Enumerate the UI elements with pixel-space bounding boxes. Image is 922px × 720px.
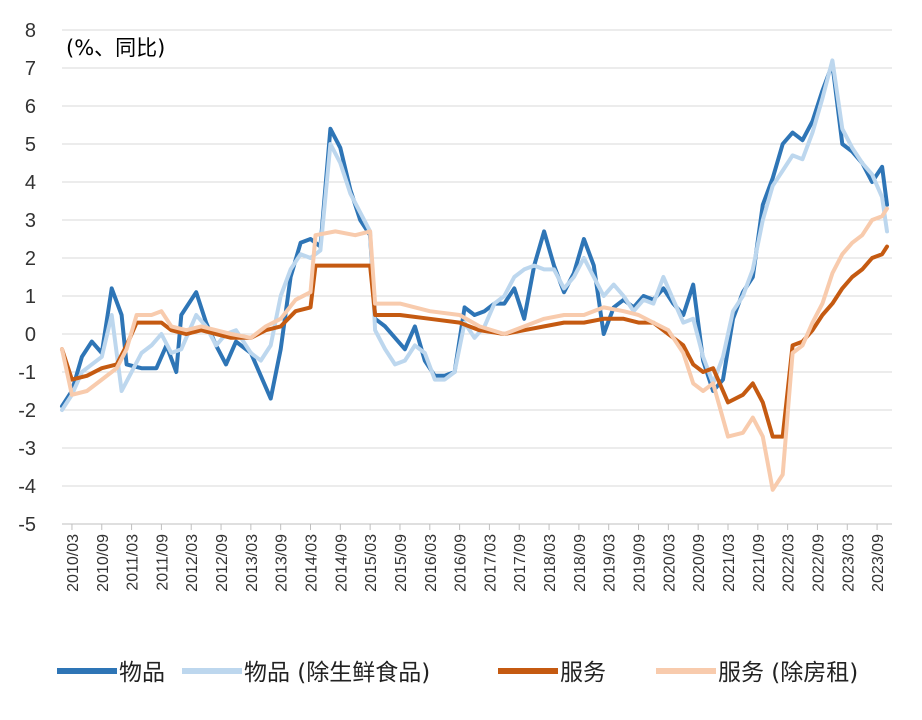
x-tick-label: 2021/03	[721, 534, 738, 592]
x-tick-label: 2023/09	[870, 534, 887, 592]
y-tick-label: 2	[25, 248, 36, 270]
x-tick-label: 2013/03	[244, 534, 261, 592]
y-tick-label: 7	[25, 58, 36, 80]
x-tick-label: 2020/09	[691, 534, 708, 592]
x-tick-label: 2014/03	[304, 534, 321, 592]
x-tick-label: 2016/03	[423, 534, 440, 592]
x-tick-label: 2016/09	[453, 534, 470, 592]
x-tick-label: 2022/03	[781, 534, 798, 592]
x-tick-label: 2019/03	[602, 534, 619, 592]
series-line-1	[60, 62, 889, 409]
legend-label: 物品 (除生鲜食品)	[244, 660, 430, 686]
y-tick-label: 4	[25, 172, 36, 194]
series-line-4	[60, 206, 889, 492]
y-tick-label: 6	[25, 96, 36, 118]
x-tick-label: 2010/09	[95, 534, 112, 592]
y-tick-label: 0	[25, 324, 36, 346]
y-tick-label: -1	[18, 362, 36, 384]
series-lines	[60, 58, 889, 492]
x-tick-label: 2015/09	[393, 534, 410, 592]
y-axis-tick-labels: 8 7 6 5 4 3 2 1 0 -1 -2 -3 -4 -5	[18, 20, 36, 536]
series-line-2	[60, 58, 889, 412]
y-tick-label: 5	[25, 134, 36, 156]
x-tick-label: 2013/09	[274, 534, 291, 592]
x-tick-label: 2018/03	[542, 534, 559, 592]
x-tick-label: 2014/09	[333, 534, 350, 592]
x-tick-label: 2011/03	[125, 534, 142, 591]
y-tick-label: 8	[25, 20, 36, 42]
x-tick-label: 2021/09	[751, 534, 768, 592]
x-tick-label: 2019/09	[632, 534, 649, 592]
y-tick-label: 3	[25, 210, 36, 232]
legend-label: 服务 (除房租)	[718, 660, 858, 686]
x-tick-label: 2010/03	[65, 534, 82, 592]
x-tick-label: 2015/03	[363, 534, 380, 592]
gridlines	[62, 29, 892, 525]
series-line-3	[60, 244, 889, 439]
x-tick-label: 2020/03	[661, 534, 678, 592]
y-tick-label: -2	[18, 400, 36, 422]
x-tick-label: 2023/03	[840, 534, 857, 592]
x-tick-label: 2017/03	[482, 534, 499, 592]
legend-label: 物品	[119, 660, 165, 686]
x-tick-label: 2012/09	[214, 534, 231, 592]
x-tick-label: 2018/09	[572, 534, 589, 592]
y-tick-label: -3	[18, 438, 36, 460]
x-tick-label: 2011/09	[154, 534, 171, 591]
y-tick-label: -4	[18, 476, 36, 498]
y-tick-label: 1	[25, 286, 36, 308]
legend-label: 服务	[560, 660, 606, 686]
x-tick-label: 2012/03	[184, 534, 201, 592]
y-tick-label: -5	[18, 514, 36, 536]
legend: 物品 物品 (除生鲜食品) 服务 服务 (除房租)	[57, 660, 858, 686]
x-axis-tick-labels: 2010/03 2010/09 2011/03 2011/09 2012/03 2012/…	[62, 523, 892, 592]
x-tick-label: 2022/09	[810, 534, 827, 592]
x-tick-label: 2017/09	[512, 534, 529, 592]
unit-label: (%、同比)	[66, 36, 165, 60]
